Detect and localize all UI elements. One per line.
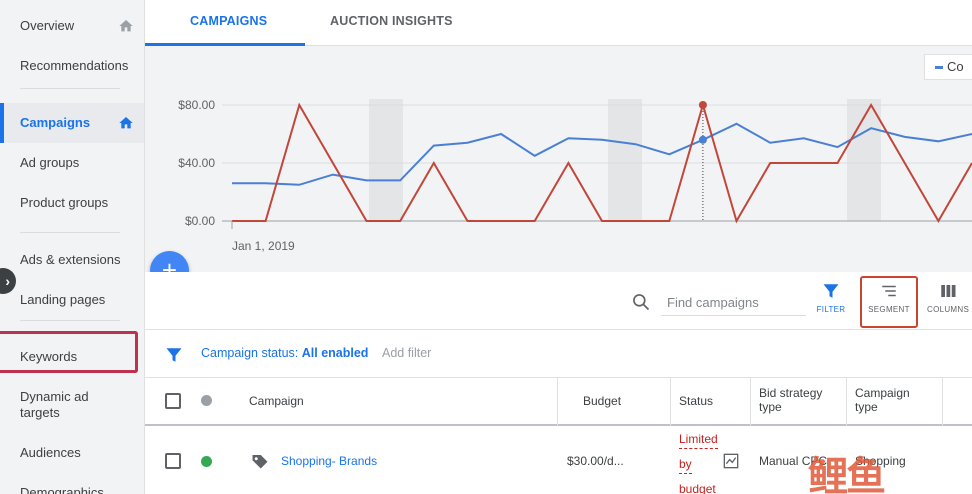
performance-chart: $80.00 $40.00 $0.00 Jan 1, 2019 Co	[145, 46, 972, 272]
x-axis-start-label: Jan 1, 2019	[232, 239, 295, 253]
table-row: Shopping- Brands $30.00/d... Limited by …	[145, 426, 972, 494]
active-tab-underline	[145, 43, 305, 46]
bid-strategy-cell: Manual CPC	[759, 454, 828, 468]
tab-bar: CAMPAIGNS AUCTION INSIGHTS	[145, 0, 972, 46]
filter-prefix: Campaign status:	[201, 346, 302, 360]
home-icon	[119, 117, 133, 129]
status-line: by	[679, 455, 692, 474]
tab-auction-insights[interactable]: AUCTION INSIGHTS	[330, 14, 453, 28]
sidebar-divider	[20, 320, 120, 321]
shopping-tag-icon	[252, 455, 268, 469]
filter-button-label: FILTER	[816, 305, 846, 314]
weekend-band	[608, 99, 642, 221]
campaign-name-link[interactable]: Shopping- Brands	[281, 454, 378, 468]
column-header-campaign-type[interactable]: Campaign type	[855, 386, 910, 414]
search-icon[interactable]	[631, 292, 651, 312]
status-line: budget	[679, 480, 716, 494]
watermark-logo: 鲤鱼	[808, 455, 886, 494]
sidebar-divider	[20, 88, 120, 89]
enabled-status-dot[interactable]	[201, 456, 212, 467]
column-header-campaign[interactable]: Campaign	[249, 394, 304, 408]
table-toolbar: FILTER SEGMENT COLUMNS	[145, 272, 972, 330]
sidebar-item-label: Overview	[20, 18, 75, 33]
filter-bar: Campaign status: All enabled Add filter	[145, 330, 972, 378]
segment-button[interactable]: SEGMENT	[862, 282, 916, 314]
sidebar-item-dynamic-ad-targets[interactable]: Dynamic ad targets	[0, 389, 120, 421]
legend-label: Co	[947, 59, 964, 74]
sidebar-item-campaigns[interactable]: Campaigns	[0, 103, 144, 143]
series-line-1	[232, 122, 972, 186]
sidebar-item-label: Campaigns	[20, 115, 91, 130]
weekend-band	[847, 99, 881, 221]
sidebar-item-label: Ads & extensions	[20, 252, 121, 267]
sidebar-item-keywords[interactable]: Keywords	[0, 349, 144, 365]
sidebar-item-label: Audiences	[20, 445, 81, 460]
sidebar-item-label: Recommendations	[20, 58, 129, 73]
sidebar-item-demographics[interactable]: Demographics	[0, 485, 144, 494]
hover-point-2[interactable]	[698, 101, 707, 109]
y-tick-label: $80.00	[178, 98, 215, 112]
table-header: Campaign Budget Status Bid strategy type…	[145, 378, 972, 426]
weekend-band	[369, 99, 403, 221]
sidebar-item-audiences[interactable]: Audiences	[0, 445, 144, 461]
sidebar-item-recommendations[interactable]: Recommendations	[0, 58, 144, 74]
sidebar-item-label: Keywords	[20, 349, 78, 364]
sidebar-item-product-groups[interactable]: Product groups	[0, 195, 144, 211]
y-tick-label: $0.00	[185, 214, 215, 228]
chart-legend-chip[interactable]: Co	[924, 54, 972, 80]
home-icon	[119, 20, 133, 32]
sidebar-item-label: Ad groups	[20, 155, 80, 170]
segment-icon	[882, 285, 896, 297]
row-checkbox[interactable]	[165, 453, 181, 469]
chart-svg: $80.00 $40.00 $0.00 Jan 1, 2019	[178, 98, 972, 253]
select-all-checkbox[interactable]	[165, 393, 181, 409]
budget-cell[interactable]: $30.00/d...	[567, 454, 624, 468]
campaign-type-cell: Shopping	[855, 454, 906, 468]
sidebar-nav: Overview Recommendations Campaigns Ad gr…	[0, 0, 145, 494]
column-header-status[interactable]: Status	[679, 394, 714, 408]
y-tick-label: $40.00	[178, 156, 215, 170]
status-cell[interactable]: Limited by budget	[679, 430, 718, 494]
column-header-bid-strategy[interactable]: Bid strategy type	[759, 386, 823, 414]
status-line: Limited	[679, 430, 718, 449]
status-dot-header	[201, 395, 212, 406]
sidebar-item-label: Demographics	[20, 485, 104, 494]
active-indicator	[0, 103, 4, 143]
sidebar-item-overview[interactable]: Overview	[0, 18, 144, 34]
sidebar-item-label: Product groups	[20, 195, 109, 210]
search-input[interactable]	[661, 290, 806, 316]
filter-button[interactable]: FILTER	[816, 282, 846, 314]
sidebar-item-label: Dynamic ad targets	[20, 389, 89, 420]
hover-point-1[interactable]	[698, 135, 707, 144]
sidebar-item-ad-groups[interactable]: Ad groups	[0, 155, 144, 171]
columns-button-label: COLUMNS	[927, 305, 970, 314]
columns-icon	[941, 285, 956, 297]
segment-highlight-box	[860, 276, 918, 328]
sidebar-divider	[20, 232, 120, 233]
keywords-highlight-box	[0, 331, 138, 373]
columns-button[interactable]: COLUMNS	[927, 282, 969, 314]
filter-value: All enabled	[301, 346, 369, 360]
sidebar-item-label: Landing pages	[20, 292, 106, 307]
series-line-2	[232, 101, 972, 224]
sidebar-item-ads-extensions[interactable]: Ads & extensions	[0, 252, 144, 268]
trend-chart-icon[interactable]	[723, 453, 739, 469]
add-filter-link[interactable]: Add filter	[382, 346, 432, 360]
column-header-budget[interactable]: Budget	[583, 394, 622, 408]
legend-swatch	[935, 66, 943, 70]
filter-icon[interactable]	[165, 346, 183, 364]
segment-button-label: SEGMENT	[868, 305, 910, 314]
campaign-status-filter[interactable]: Campaign status: All enabled	[201, 346, 368, 360]
expand-sidebar-button[interactable]: ›	[0, 268, 16, 294]
tab-campaigns[interactable]: CAMPAIGNS	[190, 14, 268, 28]
sidebar-item-landing-pages[interactable]: Landing pages	[0, 292, 144, 308]
filter-icon	[823, 284, 839, 298]
